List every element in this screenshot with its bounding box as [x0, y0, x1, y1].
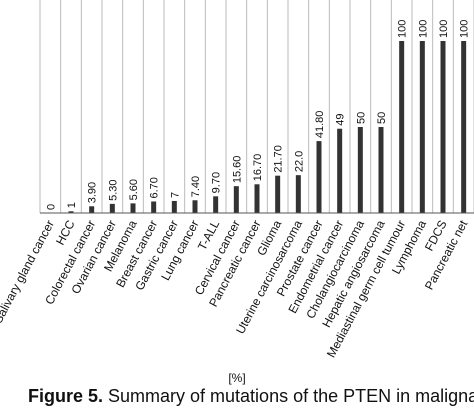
- value-label: 100: [397, 20, 409, 38]
- value-label: 6.70: [149, 177, 161, 198]
- bar: [419, 41, 425, 213]
- value-label: 7: [169, 192, 181, 198]
- value-label: 100: [438, 20, 450, 38]
- bar: [68, 211, 74, 213]
- bars: [68, 41, 467, 213]
- value-label: 16.70: [252, 154, 264, 182]
- bar: [337, 128, 343, 213]
- bar: [399, 41, 405, 213]
- value-label: 50: [355, 112, 367, 124]
- bar: [171, 200, 177, 213]
- bar: [109, 203, 115, 213]
- bar: [233, 186, 239, 213]
- gridlines: [39, 0, 474, 213]
- category-label: Salivary gland cancer: [0, 218, 57, 326]
- value-label: 21.70: [273, 145, 285, 173]
- bar: [192, 200, 198, 213]
- value-label: 15.60: [231, 156, 243, 184]
- value-label: 49: [335, 113, 347, 125]
- value-labels: 0 1 3.90 5.30 5.60 6.70 7 7.40 9.70 15.60 16.70 21.…: [45, 20, 470, 210]
- value-label: 1: [66, 202, 78, 208]
- figure-caption: Figure 5. Summary of mutations of the PT…: [28, 386, 474, 407]
- caption-text: Summary of mutations of the PTEN in mali…: [103, 386, 474, 406]
- x-axis-title: [%]: [228, 371, 245, 385]
- bar: [440, 41, 446, 213]
- bar: [89, 206, 95, 213]
- bar: [316, 141, 322, 213]
- value-label: 5.30: [107, 179, 119, 200]
- value-label: 50: [376, 112, 388, 124]
- value-label: 5.60: [128, 179, 140, 200]
- value-label: 100: [459, 20, 471, 38]
- bar: [357, 127, 363, 213]
- value-label: 9.70: [211, 172, 223, 193]
- bar: [295, 175, 301, 213]
- value-label: 41.80: [314, 111, 326, 139]
- value-label: 0: [45, 204, 57, 210]
- bar: [213, 196, 219, 213]
- value-label: 7.40: [190, 176, 202, 197]
- bar-chart: 0 1 3.90 5.30 5.60 6.70 7 7.40 9.70 15.60 16.70 21.…: [0, 0, 474, 385]
- value-label: 3.90: [87, 182, 99, 203]
- bar: [151, 201, 157, 213]
- bar: [461, 41, 467, 213]
- bar: [254, 184, 260, 213]
- bar: [378, 127, 384, 213]
- caption-label: Figure 5.: [28, 386, 104, 406]
- bar: [130, 203, 136, 213]
- bar: [275, 175, 281, 213]
- value-label: 22.0: [293, 151, 305, 172]
- value-label: 100: [417, 20, 429, 38]
